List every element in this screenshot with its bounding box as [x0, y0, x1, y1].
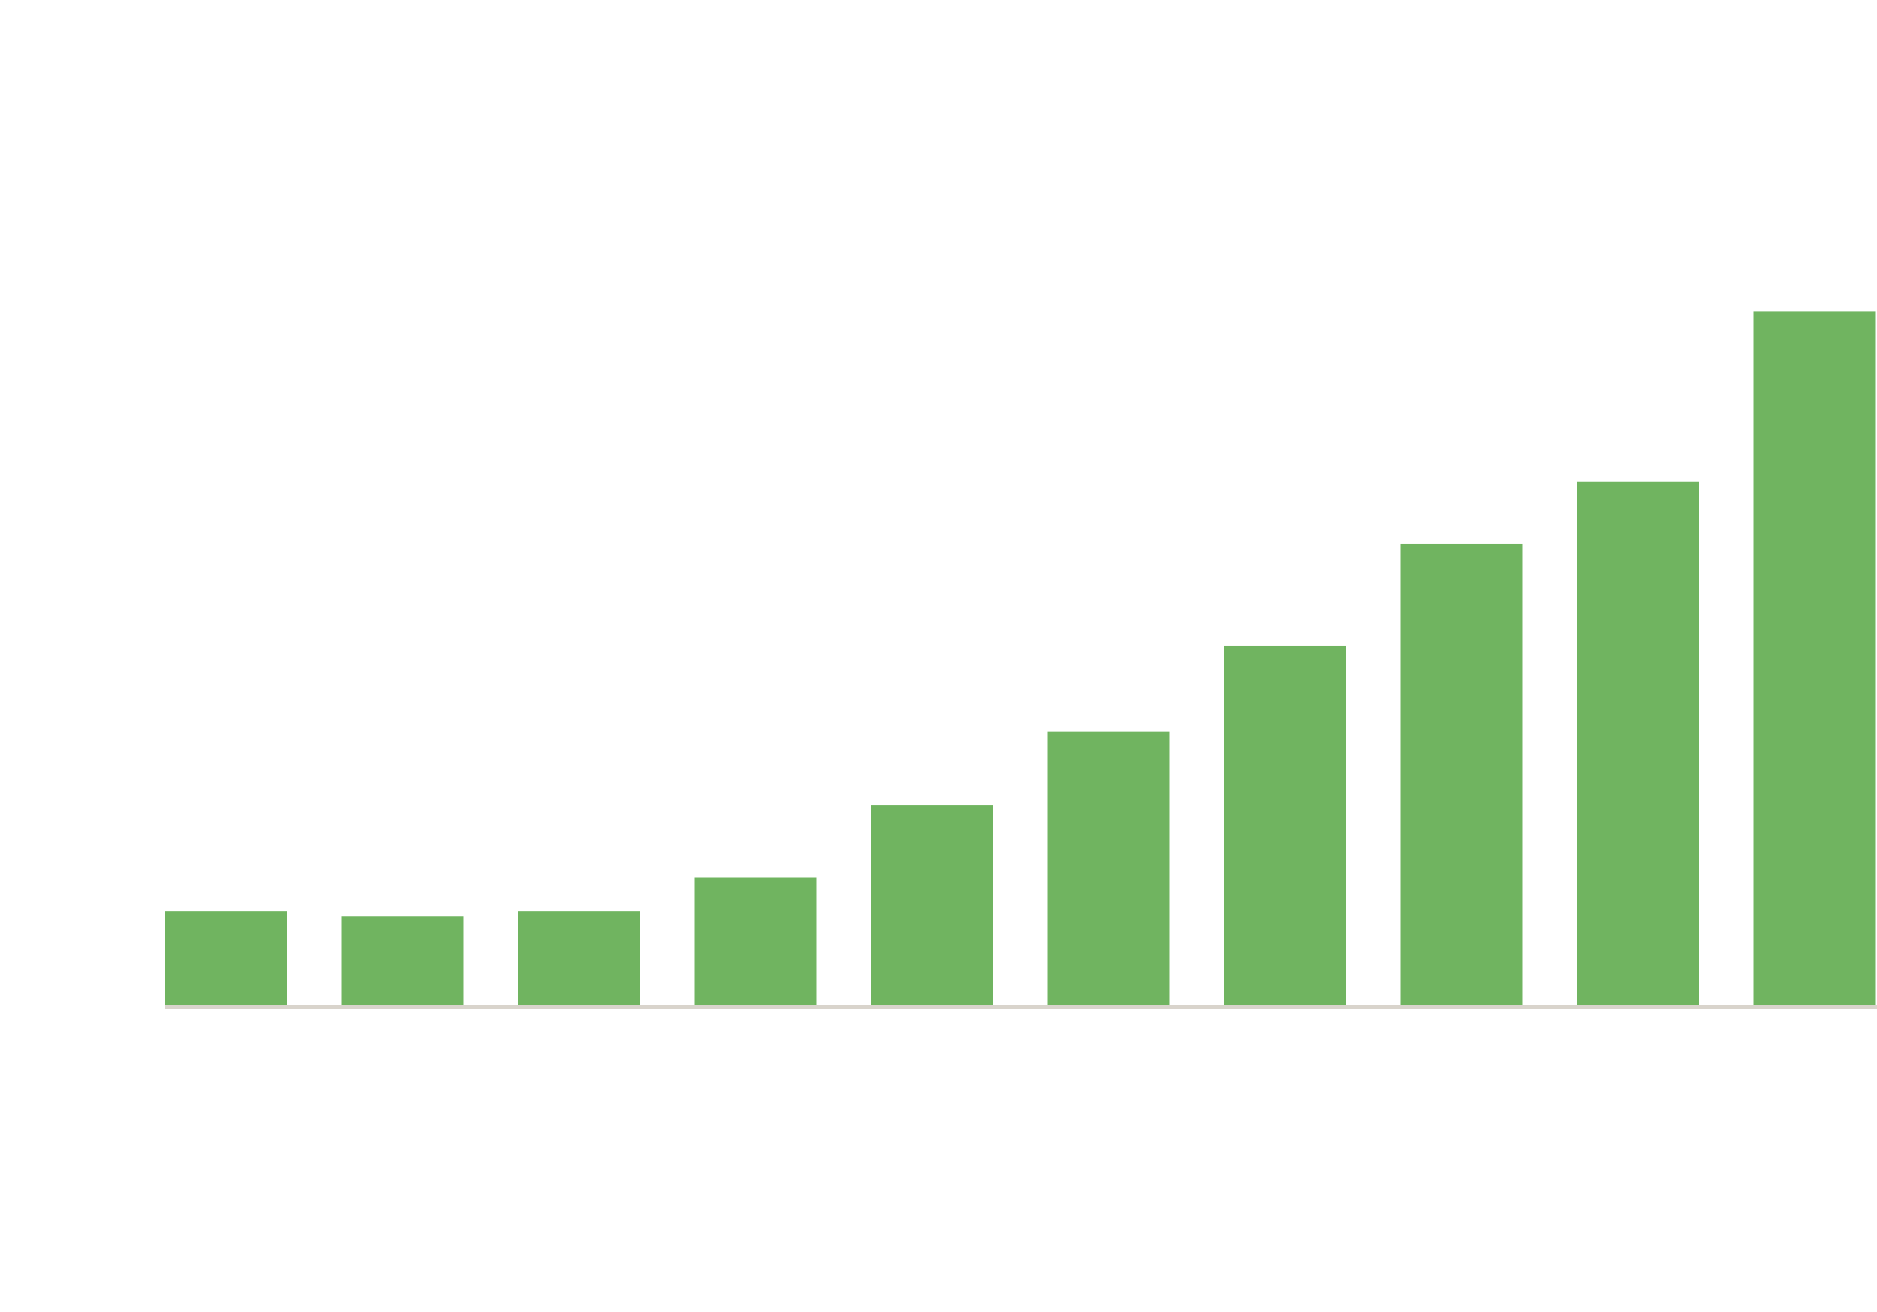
bar-8: [1400, 543, 1523, 1005]
bar-2: [341, 916, 464, 1005]
bar-5: [871, 805, 993, 1005]
bars-group: [165, 311, 1876, 1005]
bar-9: [1577, 481, 1699, 1005]
bar-1: [165, 911, 287, 1005]
bar-3: [518, 911, 640, 1005]
bar-10: [1753, 311, 1876, 1005]
bar-7: [1224, 645, 1346, 1005]
bar-4: [694, 877, 817, 1005]
bar-6: [1047, 731, 1170, 1005]
